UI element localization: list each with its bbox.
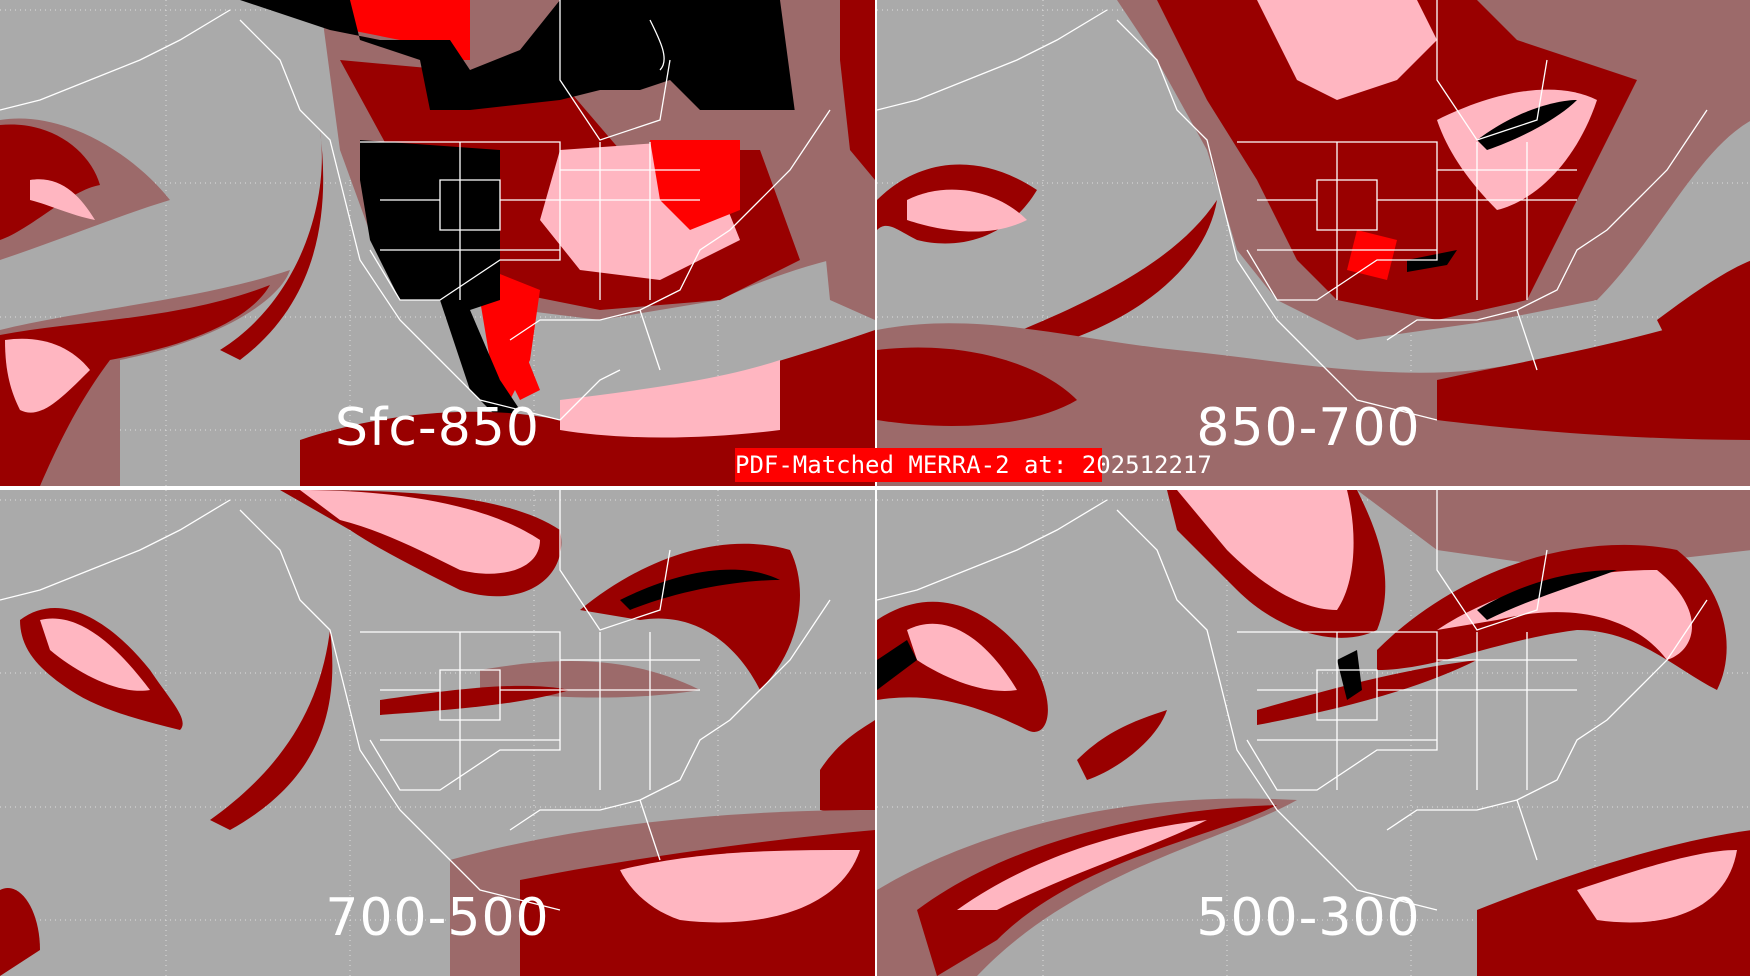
- title-banner: [735, 448, 1102, 482]
- humidity-region: [5, 338, 90, 413]
- humidity-region: [1577, 850, 1737, 923]
- humidity-region: [240, 0, 820, 110]
- panel-label: 500-300: [1196, 888, 1421, 948]
- figure-title: PDF-Matched MERRA-2 at: 202512217: [735, 451, 1212, 479]
- humidity-region: [1257, 0, 1437, 100]
- humidity-region: [1407, 250, 1457, 272]
- humidity-region: [997, 200, 1217, 350]
- map-500-300: [877, 490, 1750, 976]
- map-panel-850-700: 850-700: [877, 0, 1750, 486]
- map-sfc-850: [0, 0, 875, 486]
- humidity-region: [560, 360, 780, 438]
- humidity-region: [380, 685, 570, 715]
- humidity-region: [300, 330, 875, 486]
- panel-label: Sfc-850: [335, 398, 540, 458]
- humidity-region: [650, 140, 740, 230]
- panel-divider-horizontal: [0, 486, 1750, 490]
- humidity-region: [40, 618, 150, 691]
- panel-label: 700-500: [325, 888, 550, 948]
- humidity-region: [300, 490, 540, 574]
- humidity-region: [1157, 0, 1637, 320]
- coastlines-and-borders: [877, 0, 1708, 421]
- humidity-region: [500, 300, 540, 400]
- humidity-region: [1177, 490, 1354, 610]
- coastlines-and-borders: [877, 490, 1708, 911]
- humidity-region: [1477, 100, 1577, 150]
- coastlines-and-borders: [0, 490, 831, 911]
- humidity-region: [1077, 710, 1167, 780]
- humidity-region: [0, 888, 40, 976]
- humidity-region: [877, 347, 1077, 426]
- humidity-region: [620, 850, 860, 923]
- humidity-region: [877, 640, 917, 690]
- humidity-region: [1437, 570, 1692, 660]
- panel-label: 850-700: [1196, 398, 1421, 458]
- map-panel-sfc-850: Sfc-850: [0, 0, 875, 486]
- map-700-500: [0, 490, 875, 976]
- humidity-region: [1657, 260, 1750, 360]
- humidity-region: [0, 285, 270, 486]
- coastlines-and-borders: [0, 0, 831, 421]
- humidity-region: [1257, 660, 1477, 725]
- humidity-region: [907, 189, 1027, 232]
- humidity-region: [957, 820, 1207, 910]
- humidity-region: [220, 130, 324, 360]
- humidity-region: [30, 179, 95, 220]
- humidity-region: [840, 0, 875, 180]
- humidity-region: [1337, 650, 1362, 700]
- map-panel-700-500: 700-500: [0, 490, 875, 976]
- map-panel-500-300: 500-300: [877, 490, 1750, 976]
- humidity-region: [210, 630, 333, 830]
- humidity-region: [907, 623, 1017, 691]
- humidity-region: [620, 569, 780, 610]
- humidity-region: [1477, 570, 1617, 620]
- map-850-700: [877, 0, 1750, 486]
- humidity-region: [820, 720, 875, 820]
- humidity-region: [1347, 230, 1397, 280]
- humidity-region: [360, 140, 520, 420]
